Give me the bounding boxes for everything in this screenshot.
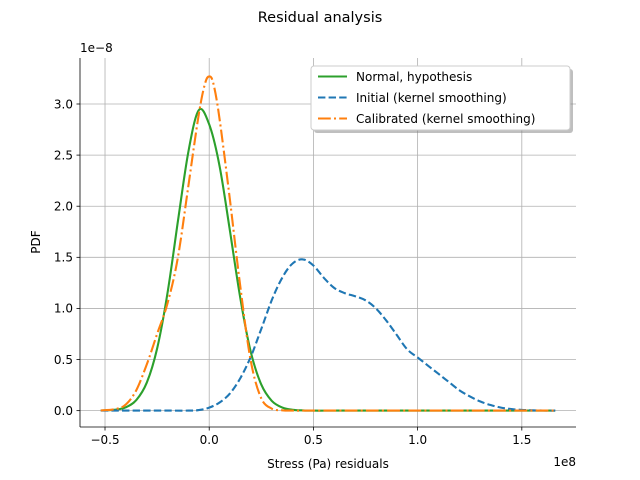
axes [79,58,576,428]
y-tick-label: 1.5 [54,251,73,265]
x-tick-label: −0.5 [90,433,119,447]
x-tick-label: 1.5 [512,433,531,447]
legend-label: Normal, hypothesis [356,70,472,84]
y-tick-label: 2.5 [54,148,73,162]
series-line-initial-kernel-smoothing [100,258,556,412]
series-line-normal-hypothesis [100,107,556,412]
chart-title: Residual analysis [258,10,383,26]
series-layer [100,75,556,412]
legend-label: Initial (kernel smoothing) [356,91,507,105]
series-line-calibrated-kernel-smoothing [100,75,556,412]
y-tick-label: 2.0 [54,200,73,214]
x-tick-label: 0.0 [200,433,219,447]
x-axis-offset-label: 1e8 [553,455,576,469]
x-tick-label: 0.5 [304,433,323,447]
legend-box [310,65,571,131]
y-tick-label: 3.0 [54,97,73,111]
y-axis-label: PDF [29,230,43,253]
legend: Normal, hypothesis Initial (kernel smooth… [310,65,573,133]
legend-label: Calibrated (kernel smoothing) [356,112,535,126]
y-tick-label: 0.0 [54,404,73,418]
y-axis-offset-label: 1e−8 [80,41,113,55]
y-tick-label: 0.5 [54,353,73,367]
x-tick-label: 1.0 [408,433,427,447]
ticks: −0.5 0.0 0.5 1.0 1.5 0.0 0.5 1.0 1.5 2.0 2.5 3.0 [54,97,531,447]
y-tick-label: 1.0 [54,302,73,316]
x-axis-label: Stress (Pa) residuals [267,457,389,471]
